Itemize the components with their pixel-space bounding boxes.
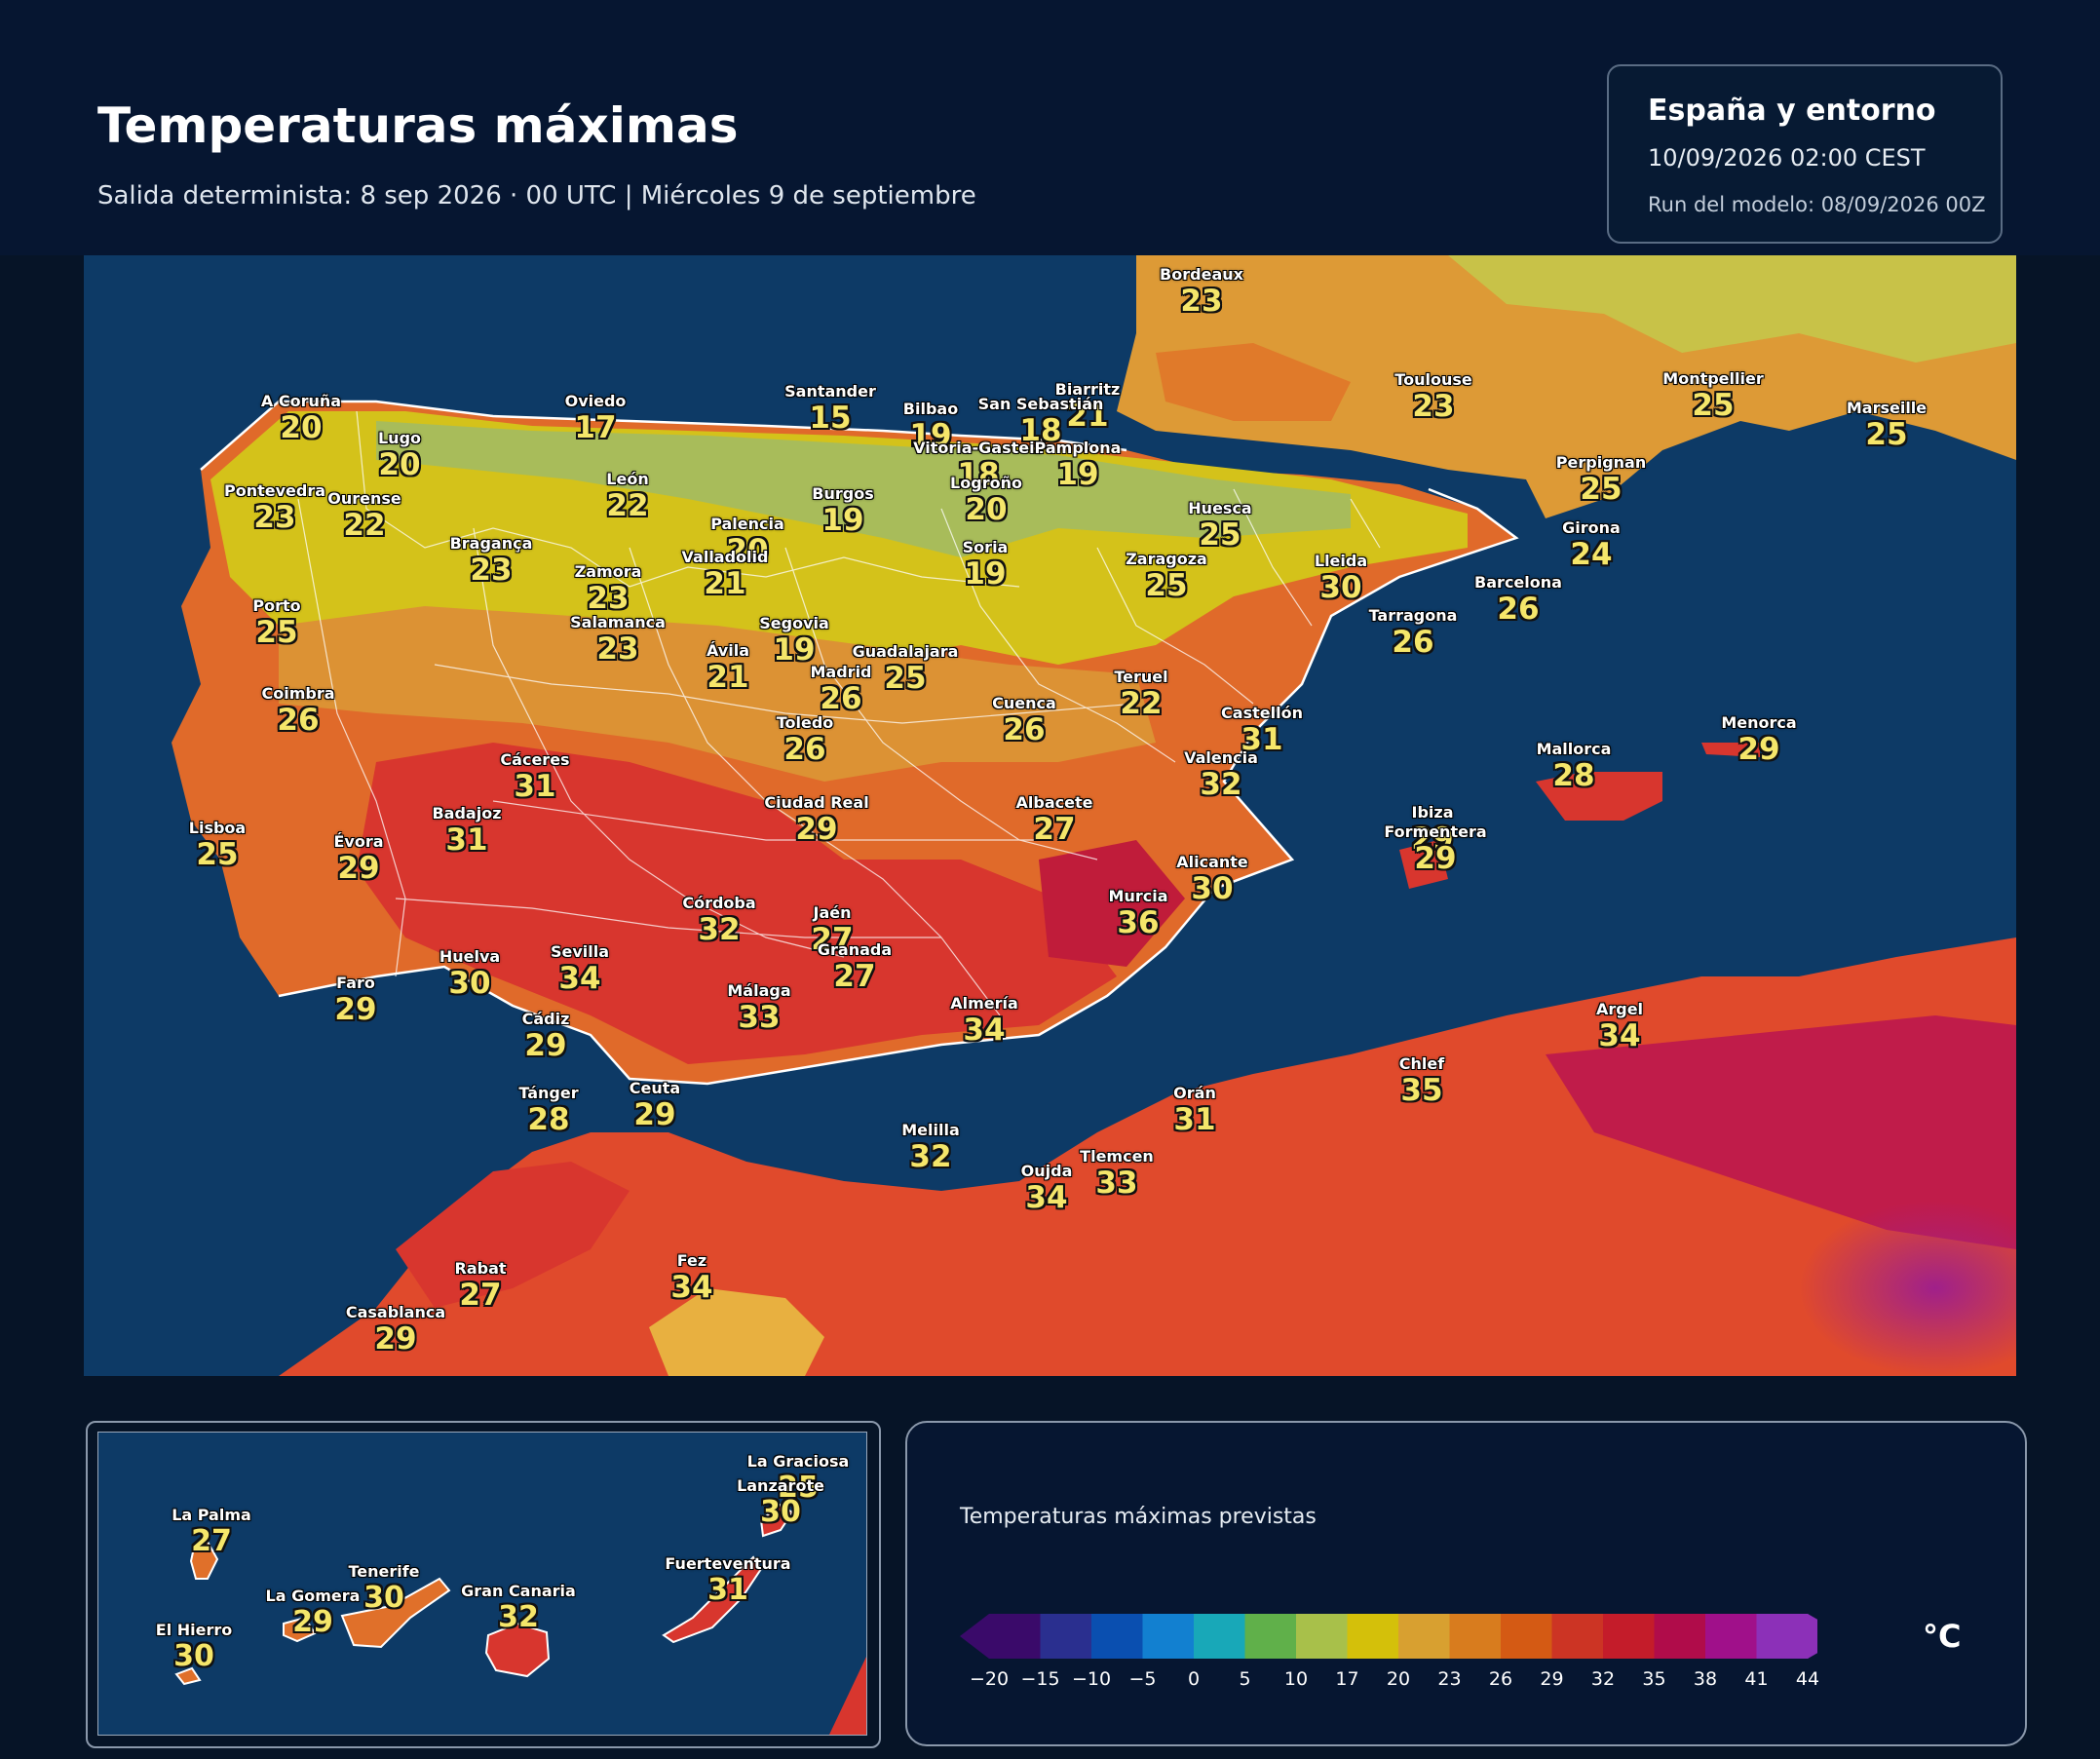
land-menorca [1701,743,1760,757]
map-background [84,255,2016,1376]
legend-swatch [1244,1614,1297,1659]
legend-swatch [1501,1614,1552,1659]
info-box: España y entorno 10/09/2026 02:00 CEST R… [1607,64,2003,244]
canarias-inset-map[interactable]: La Graciosa 25 Lanzarote 30 La Palma 27 Fuerte… [97,1432,867,1736]
legend-swatch [1654,1614,1706,1659]
legend-swatch [1142,1614,1195,1659]
legend-swatch [1603,1614,1655,1659]
legend-tick-label: 38 [1693,1668,1718,1690]
page-title: Temperaturas máximas [97,97,739,154]
legend-tick-label: 0 [1187,1668,1201,1690]
legend-tick-label: 35 [1642,1668,1666,1690]
land-atlas-warm [649,1288,824,1376]
legend-tick-label: −5 [1128,1668,1157,1690]
legend-swatch [1398,1614,1450,1659]
land-mallorca [1536,772,1662,821]
legend-swatch [989,1614,1041,1659]
main-map[interactable]: Bordeaux 23 Toulouse 23 Montpellier 25 Marseil… [84,255,2016,1376]
page-subtitle: Salida determinista: 8 sep 2026 · 00 UTC… [97,181,976,210]
land-ibiza [1399,840,1448,889]
legend-tick-label: 17 [1335,1668,1359,1690]
legend-swatch [1040,1614,1092,1659]
land-north-africa [279,937,2016,1376]
land-south-hot [357,743,1117,1064]
legend-swatch [1347,1614,1399,1659]
land-france-cool [1448,255,2016,363]
legend-arrow-high [1808,1614,1817,1659]
land-cantabria-cooler [376,421,1351,557]
legend-tick-label: 26 [1488,1668,1513,1690]
island-lanzarote [759,1503,794,1538]
island-tenerife [340,1577,451,1649]
color-scale-bar [960,1614,1817,1659]
iberia-coastline [200,400,1519,1086]
region-borders [297,410,1381,1016]
island-fuerteventura [662,1555,763,1644]
island-gran-canaria [484,1622,551,1678]
island-la-gomera [283,1616,317,1643]
land-central-warm [279,606,1156,782]
header: Temperaturas máximas Salida determinista… [0,0,2100,255]
legend-tick-label: −15 [1020,1668,1060,1690]
legend-swatch [1194,1614,1245,1659]
legend-tick-label: −20 [969,1668,1010,1690]
legend-tick-label: 10 [1283,1668,1309,1690]
legend-swatch [1296,1614,1348,1659]
land-africa-veryhot [1546,1015,2016,1249]
legend-tick-label: 20 [1386,1668,1411,1690]
land-africa-hotspot [1799,1201,2016,1376]
info-region: España y entorno [1648,94,1936,128]
land-france-hot [1156,343,1351,421]
legend-swatch [1551,1614,1604,1659]
canarias-background [98,1433,866,1735]
island-el-hierro [174,1666,202,1686]
legend-swatch [1091,1614,1143,1659]
legend-tick-label: 32 [1590,1668,1616,1690]
legend-title: Temperaturas máximas previstas [960,1505,1317,1529]
canarias-inset-frame [86,1421,881,1748]
island-la-palma [189,1540,219,1580]
land-morocco-hot [396,1162,630,1308]
legend-tick-label: 44 [1795,1668,1820,1690]
legend-tick-label: −10 [1071,1668,1112,1690]
africa-corner [829,1657,866,1735]
info-valid-time: 10/09/2026 02:00 CEST [1648,144,1926,172]
legend-swatch [1449,1614,1502,1659]
info-model-run: Run del modelo: 08/09/2026 00Z [1648,193,1986,216]
legend-box: Temperaturas máximas previstas −20 −15 −10… [905,1421,2027,1746]
legend-swatch [1705,1614,1757,1659]
land-murcia-veryhot [1039,840,1185,967]
legend-tick-label: 5 [1239,1668,1251,1690]
legend-unit: °C [1923,1618,1962,1655]
legend-swatch [1756,1614,1809,1659]
legend-tick-label: 29 [1540,1668,1564,1690]
legend-tick-label: 23 [1437,1668,1462,1690]
legend-tick-label: 41 [1744,1668,1769,1690]
legend-arrow-low [960,1614,989,1659]
